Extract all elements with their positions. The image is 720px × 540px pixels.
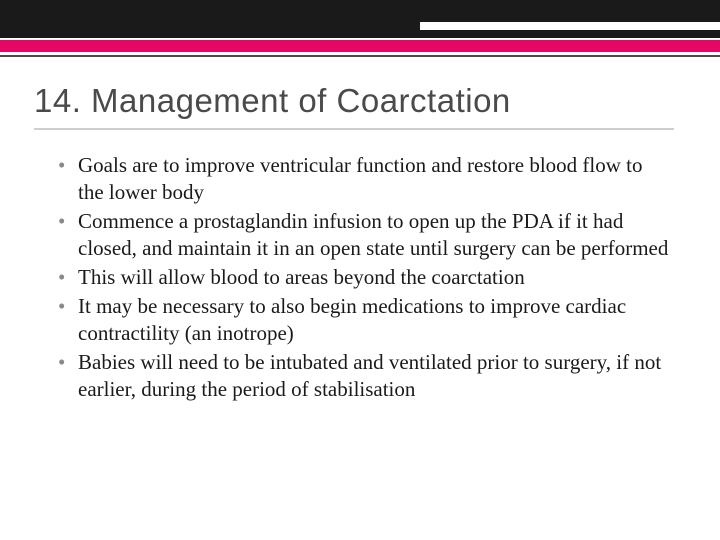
list-item: Babies will need to be intubated and ven… [54,349,672,403]
top-thin-line [0,55,720,57]
body: Goals are to improve ventricular functio… [54,152,672,405]
title-underline [34,128,674,130]
list-item: It may be necessary to also begin medica… [54,293,672,347]
list-item: Commence a prostaglandin infusion to ope… [54,208,672,262]
list-item: Goals are to improve ventricular functio… [54,152,672,206]
top-decor [0,0,720,68]
top-color-bar [0,40,720,52]
slide: 14. Management of Coarctation Goals are … [0,0,720,540]
top-black-bar [0,0,720,38]
list-item: This will allow blood to areas beyond th… [54,264,672,291]
top-accent-notch [420,22,720,30]
slide-title: 14. Management of Coarctation [34,82,686,120]
title-wrap: 14. Management of Coarctation [34,82,686,120]
bullet-list: Goals are to improve ventricular functio… [54,152,672,403]
